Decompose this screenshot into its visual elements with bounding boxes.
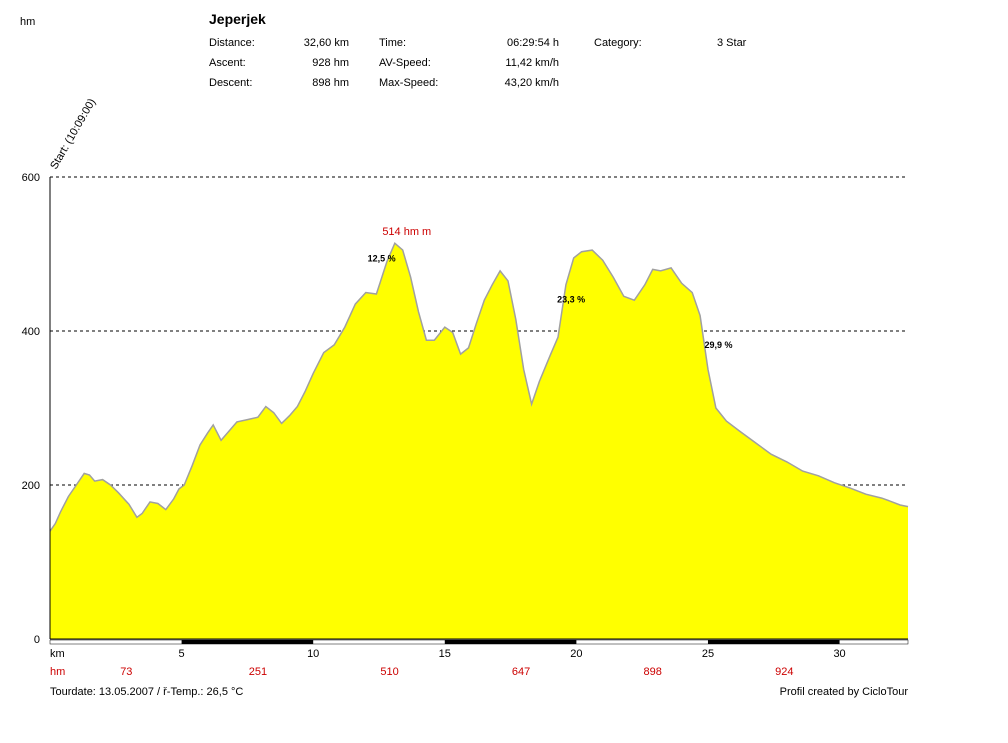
y-tick-label: 600 — [22, 172, 40, 184]
x-tick-label: 15 — [439, 648, 451, 660]
x-tick-label: 10 — [307, 648, 319, 660]
descent-value: 898 hm — [312, 77, 349, 89]
time-label: Time: — [379, 37, 407, 49]
max-speed-value: 43,20 km/h — [504, 77, 559, 89]
x-tick-label: 25 — [702, 648, 714, 660]
distance-bar — [49, 639, 909, 645]
distance-bar-segment — [181, 640, 314, 644]
hm-row-value: 924 — [775, 666, 793, 678]
gradient-label: 23,3 % — [557, 295, 585, 305]
gradient-label: 29,9 % — [704, 340, 732, 350]
hm-row-value: 898 — [644, 666, 662, 678]
distance-bar-segment — [444, 640, 577, 644]
max-elevation-label: 514 hm m — [382, 226, 431, 238]
time-value: 06:29:54 h — [507, 37, 559, 49]
tourdate-text: Tourdate: 13.05.2007 / ř-Temp.: 26,5 °C — [50, 686, 244, 698]
y-tick-label: 400 — [22, 326, 40, 338]
distance-label: Distance: — [209, 37, 255, 49]
av-speed-value: 11,42 km/h — [505, 57, 559, 69]
elevation-area — [50, 243, 908, 639]
category-value: 3 Star — [717, 37, 747, 49]
hm-row-label: hm — [50, 666, 65, 678]
tour-title: Jeperjek — [209, 11, 266, 27]
ascent-label: Ascent: — [209, 57, 246, 69]
hm-row-value: 251 — [249, 666, 267, 678]
descent-label: Descent: — [209, 77, 253, 89]
unit-label: hm — [20, 16, 36, 28]
hm-row-value: 510 — [380, 666, 398, 678]
distance-value: 32,60 km — [303, 37, 349, 49]
x-tick-label: 5 — [179, 648, 185, 660]
credit-text: Profil created by CicloTour — [779, 686, 908, 698]
x-tick-label: 30 — [833, 648, 845, 660]
x-axis-unit-label: km — [50, 648, 65, 660]
y-tick-label: 0 — [34, 634, 40, 646]
category-label: Category: — [594, 37, 642, 49]
hm-row-value: 73 — [120, 666, 132, 678]
max-speed-label: Max-Speed: — [379, 77, 439, 89]
y-tick-label: 200 — [22, 480, 40, 492]
av-speed-label: AV-Speed: — [379, 57, 431, 69]
start-label: Start: (10:09:00) — [48, 97, 98, 172]
elevation-profile-line — [49, 241, 909, 532]
distance-bar-segment — [707, 640, 840, 644]
x-tick-label: 20 — [570, 648, 582, 660]
gradient-label: 12,5 % — [368, 254, 396, 264]
ascent-value: 928 hm — [312, 57, 349, 69]
hm-row-value: 647 — [512, 666, 530, 678]
